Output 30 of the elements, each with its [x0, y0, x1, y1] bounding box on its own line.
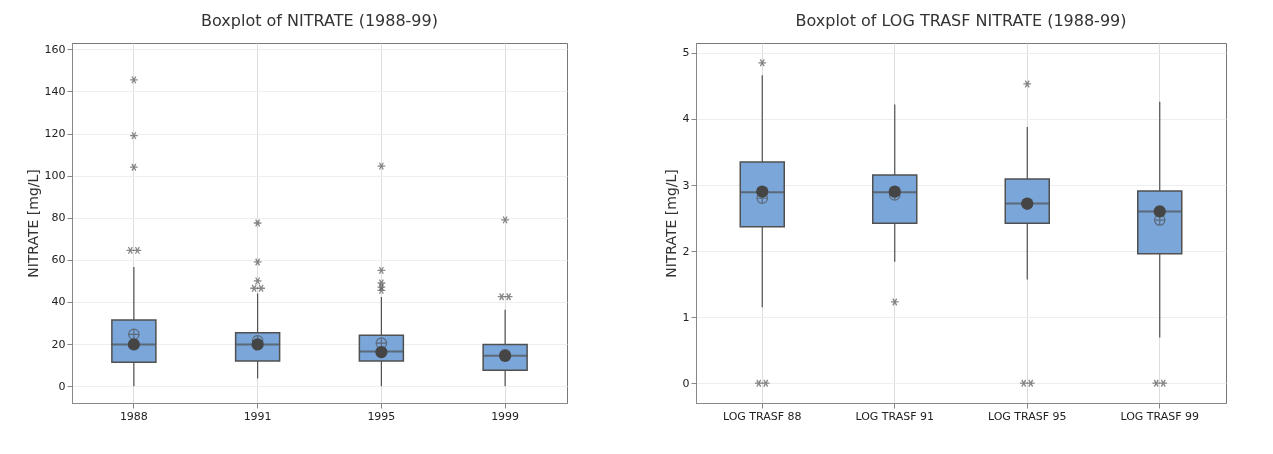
- y-tick-label: 0: [58, 379, 66, 393]
- x-tick-label: LOG TRASF 95: [987, 409, 1067, 423]
- y-tick-label: 40: [51, 295, 66, 309]
- y-tick-label: 1: [682, 310, 690, 324]
- point: [756, 185, 769, 198]
- chart-title: Boxplot of LOG TRASF NITRATE (1988-99): [795, 11, 1127, 30]
- y-tick-label: 160: [44, 42, 66, 56]
- y-axis-title: NITRATE [mg/L]: [662, 169, 679, 278]
- x-tick-label: LOG TRASF 91: [855, 409, 935, 423]
- y-tick-label: 140: [44, 84, 66, 98]
- y-tick-label: 3: [682, 178, 690, 192]
- y-axis-title: NITRATE [mg/L]: [24, 169, 41, 278]
- y-tick-label: 60: [51, 253, 66, 267]
- y-tick-label: 20: [51, 337, 66, 351]
- y-tick-label: 5: [682, 46, 690, 60]
- x-tick-label: LOG TRASF 99: [1120, 409, 1200, 423]
- y-tick-label: 80: [51, 211, 66, 225]
- chart-title: Boxplot of NITRATE (1988-99): [201, 11, 438, 30]
- y-tick-label: 100: [44, 169, 66, 183]
- x-tick-label: 1999: [491, 409, 520, 423]
- x-tick-label: 1991: [243, 409, 272, 423]
- point: [1153, 205, 1166, 218]
- y-tick-label: 4: [682, 112, 690, 126]
- y-tick-label: 2: [682, 244, 690, 258]
- y-tick-label: 0: [682, 376, 690, 390]
- x-tick-label: 1988: [119, 409, 148, 423]
- y-tick-label: 120: [44, 127, 66, 141]
- x-tick-label: 1995: [367, 409, 396, 423]
- point: [888, 185, 901, 198]
- x-tick-label: LOG TRASF 88: [722, 409, 802, 423]
